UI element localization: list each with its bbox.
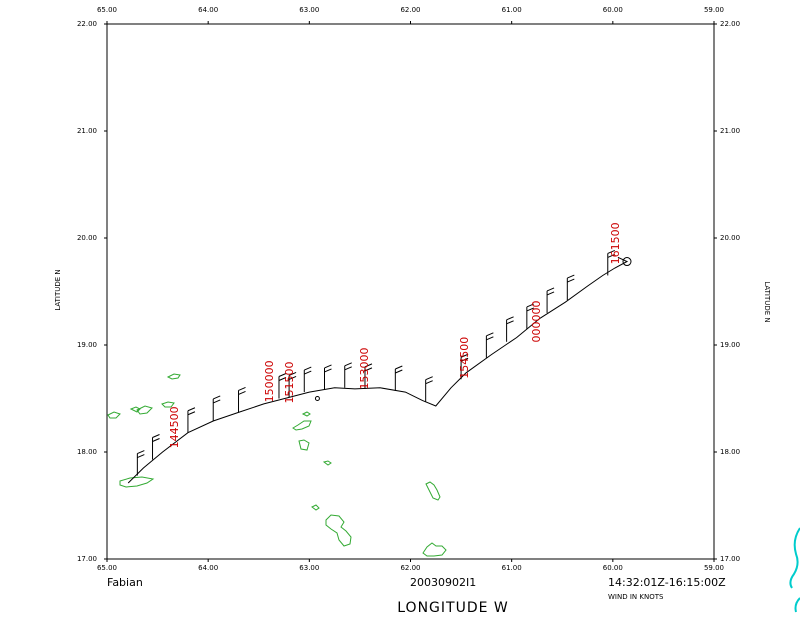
x-tick-label-bottom: 64.00: [198, 564, 218, 572]
time-labels: 144500 150000 151500 153000 154500 000000 1615…: [168, 222, 622, 448]
y-tick-label-right: 21.00: [720, 127, 740, 135]
y-tick-label-right: 17.00: [720, 555, 740, 563]
y-tick-label-right: 20.00: [720, 234, 740, 242]
wind-barb-feather: [187, 411, 196, 416]
wind-barb-feather: [288, 375, 297, 380]
x-tick-label-top: 59.00: [704, 6, 724, 14]
wind-barb-feather: [425, 376, 433, 381]
plot-frame: [106, 23, 715, 560]
x-tick-label-top: 63.00: [299, 6, 319, 14]
flight-track-line: [127, 256, 629, 484]
wind-barb-feather: [304, 370, 312, 375]
x-tick-label-top: 61.00: [502, 6, 522, 14]
y-tick-label-right: 19.00: [720, 341, 740, 349]
x-tick-label-bottom: 65.00: [97, 564, 117, 572]
wind-barb-feather: [364, 367, 373, 372]
y-tick-label-left: 21.00: [77, 127, 97, 135]
wind-barb-feather: [152, 438, 160, 442]
wind-barb-feather: [607, 249, 615, 254]
y-tick-label-left: 19.00: [77, 341, 97, 349]
wind-barb-feather: [137, 450, 145, 454]
wind-barb-feather: [526, 307, 535, 312]
wind-barb-feather: [546, 287, 555, 292]
wind-barb-feather: [278, 373, 287, 377]
wind-barb-feather: [238, 390, 246, 395]
date-label: 20030902I1: [410, 576, 476, 589]
x-tick-label-bottom: 60.00: [603, 564, 623, 572]
wind-barb-feather: [344, 366, 352, 371]
wind-barb-feather: [567, 278, 575, 283]
wind-barb-feather: [213, 399, 221, 404]
wind-barb-feather: [506, 316, 514, 321]
time-range: 14:32:01Z-16:15:00Z: [608, 576, 726, 589]
wind-barb-feather: [137, 454, 145, 458]
wind-barb-feather: [278, 377, 287, 381]
time-label: 000000: [530, 301, 543, 343]
x-tick-label-bottom: 63.00: [299, 564, 319, 572]
wind-barb-feather: [304, 366, 312, 371]
wind-barb-feather: [460, 357, 469, 362]
x-tick-label-bottom: 61.00: [502, 564, 522, 572]
wind-barb-feather: [324, 368, 332, 373]
axes: 65.00 65.00 64.00 64.00 63.00 63.00 62.00 62.00…: [77, 6, 740, 572]
y-tick-label-right: 18.00: [720, 448, 740, 456]
y-tick-label-left: 22.00: [77, 20, 97, 28]
x-axis-title: LONGITUDE W: [397, 600, 509, 616]
coastlines: [107, 373, 447, 557]
time-label: 151500: [283, 362, 296, 404]
y-tick-label-right: 22.00: [720, 20, 740, 28]
wind-barb-feather: [567, 274, 575, 279]
wind-barb-feather: [607, 253, 615, 258]
wind-barb-feather: [425, 380, 433, 385]
x-tick-label-top: 65.00: [97, 6, 117, 14]
time-label: 144500: [168, 406, 181, 448]
y-axis-title-left: LATITUDE N: [54, 269, 62, 310]
wind-barb-feather: [288, 371, 297, 376]
wind-barb-feather: [395, 365, 403, 370]
time-label: 154500: [458, 337, 471, 379]
wind-barb-feather: [238, 386, 246, 391]
wind-barb-feather: [364, 363, 373, 368]
y-tick-label-left: 18.00: [77, 448, 97, 456]
x-tick-label-bottom: 59.00: [704, 564, 724, 572]
wind-barb-feather: [546, 291, 555, 296]
wind-barb-feather: [460, 353, 469, 358]
time-label: 150000: [263, 360, 276, 402]
wind-barb-feather: [486, 336, 494, 341]
x-tick-label-bottom: 62.00: [400, 564, 420, 572]
time-label: 161500: [609, 222, 622, 264]
track-end-loop: [622, 257, 632, 267]
track-marker: [314, 396, 320, 401]
wind-barb-feather: [526, 303, 535, 308]
flight-track: [127, 256, 632, 484]
x-tick-label-top: 60.00: [603, 6, 623, 14]
y-tick-label-left: 17.00: [77, 555, 97, 563]
time-label: 153000: [358, 348, 371, 390]
corner-outline: [789, 527, 800, 613]
y-axis-title-right: LATITUDE N: [763, 281, 771, 322]
wind-barb-feather: [213, 395, 221, 400]
wind-barb-feather: [395, 369, 403, 374]
wind-barb-feather: [187, 407, 196, 412]
wind-barb-feather: [486, 332, 494, 337]
wind-barb-feather: [506, 320, 514, 325]
wind-barbs: [136, 249, 615, 476]
y-tick-label-left: 20.00: [77, 234, 97, 242]
wind-barb-feather: [344, 362, 352, 367]
storm-name: Fabian: [107, 576, 143, 589]
wind-barb-feather: [324, 364, 332, 369]
x-tick-label-top: 62.00: [400, 6, 420, 14]
wind-units-label: WIND IN KNOTS: [608, 593, 664, 601]
x-tick-label-top: 64.00: [198, 6, 218, 14]
wind-barb-feather: [152, 434, 160, 438]
